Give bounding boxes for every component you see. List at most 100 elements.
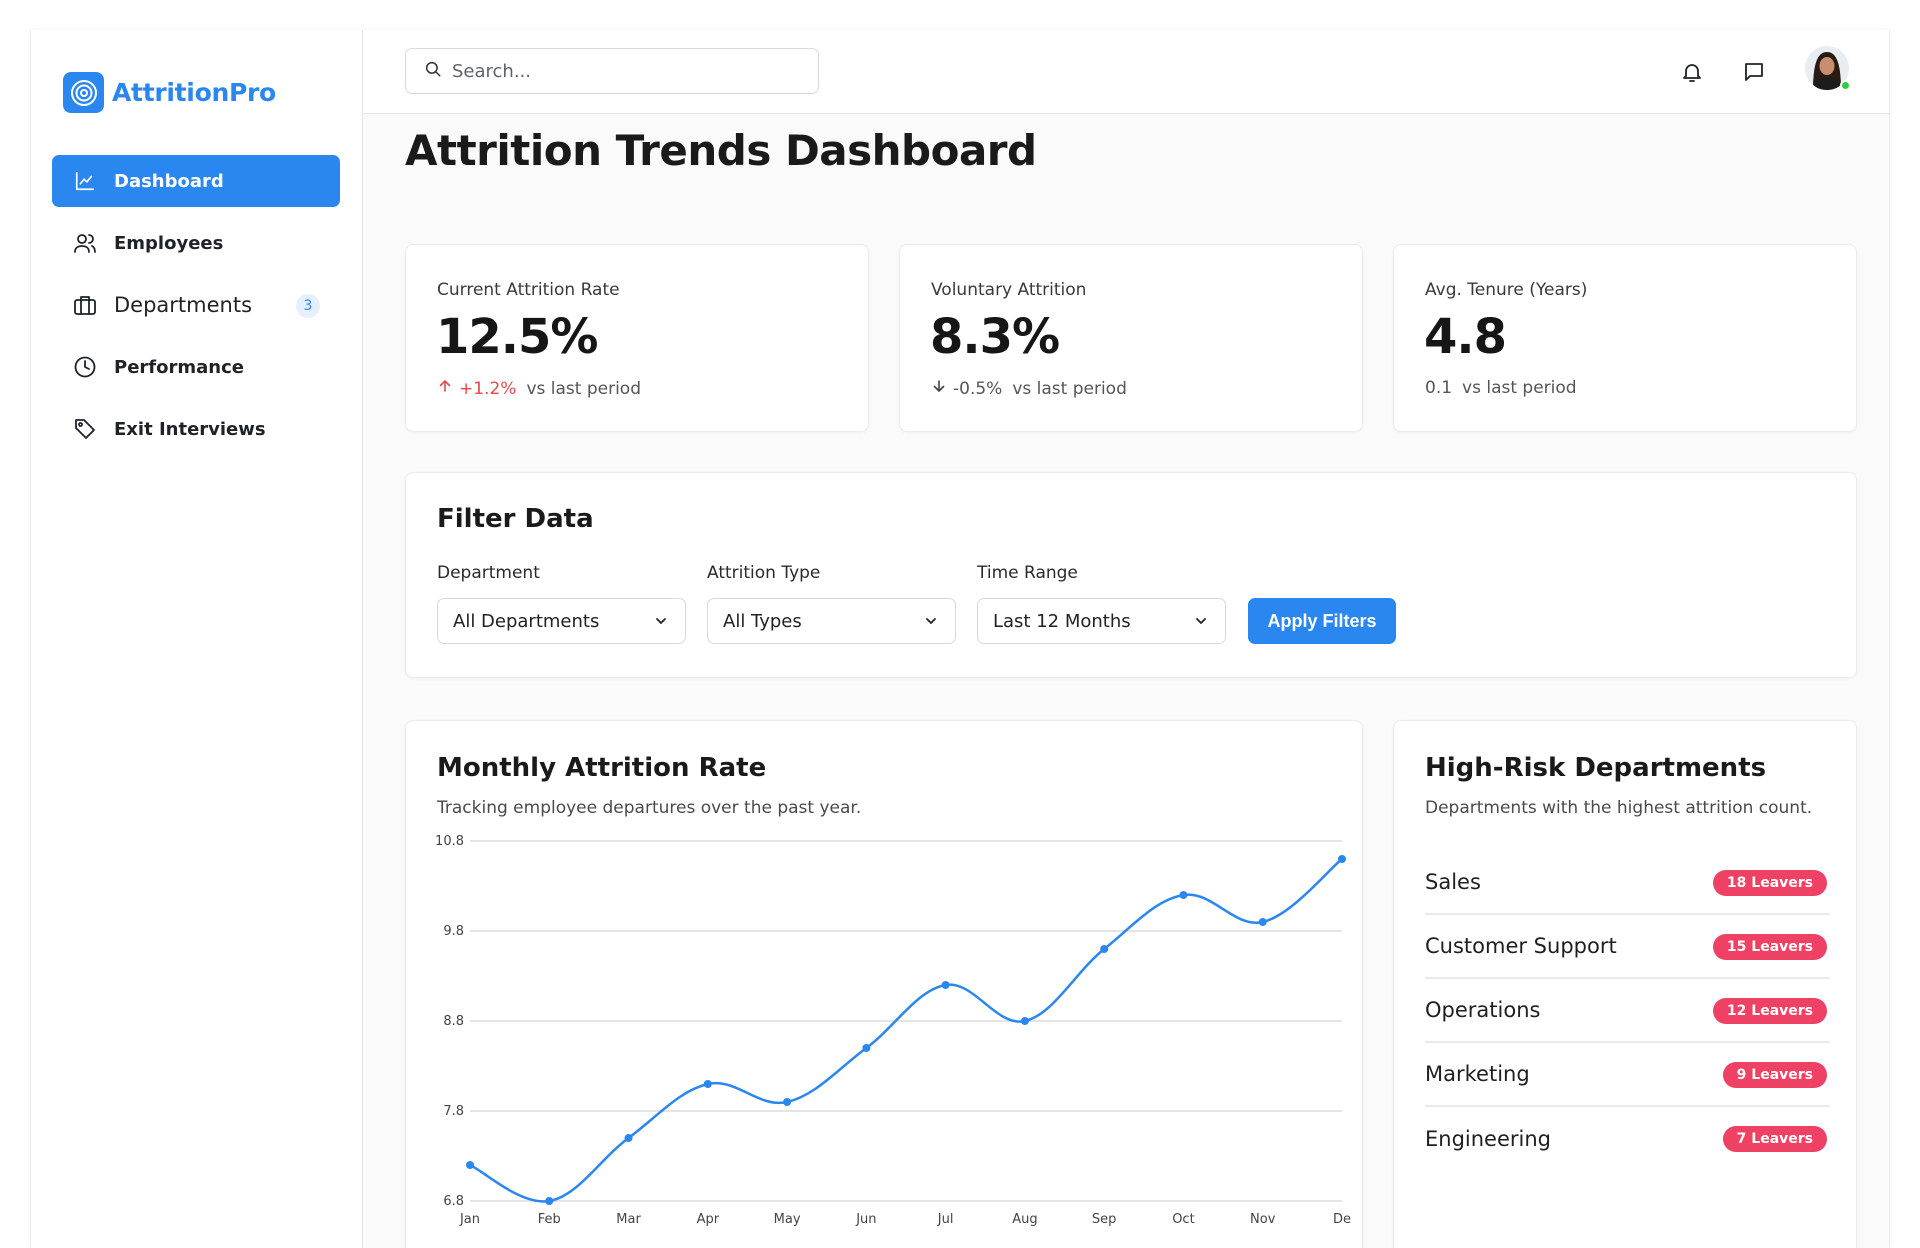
data-point-mar [624,1134,633,1142]
leavers-badge: 12 Leavers [1712,998,1827,1024]
y-tick-label: 6.8 [443,1194,464,1209]
message-icon[interactable] [1739,57,1769,87]
department-select[interactable]: All Departments [437,598,686,644]
chart-subtitle: Tracking employee departures over the pa… [437,798,862,818]
high-risk-list: Sales 18 Leavers Customer Support 15 Leaver… [1425,851,1829,1171]
department-name: Sales [1425,870,1481,894]
stat-value: 8.3% [930,309,1060,365]
data-point-may [783,1098,792,1106]
attrition-type-select-value: All Types [723,610,802,632]
sidebar-item-dashboard[interactable]: Dashboard [52,155,340,207]
leavers-badge: 9 Leavers [1722,1062,1827,1088]
time-range-select-value: Last 12 Months [993,610,1131,632]
sidebar-item-performance[interactable]: Performance [52,341,340,393]
department-name: Customer Support [1425,934,1617,958]
brand-name: AttritionPro [112,78,276,107]
department-name: Marketing [1425,1062,1530,1086]
avatar[interactable] [1805,46,1851,91]
attrition-type-select[interactable]: All Types [707,598,956,644]
page-title: Attrition Trends Dashboard [405,126,1037,175]
x-tick-label: Oct [1172,1212,1194,1227]
department-label: Department [437,563,540,583]
x-tick-label: Aug [1012,1212,1037,1227]
y-tick-label: 9.8 [443,924,464,939]
count-badge: 3 [296,294,320,318]
app-window: AttritionPro Dashboard Employees [30,30,1890,1248]
stat-trend: -0.5% vs last period [931,378,1127,399]
sidebar-item-label: Employees [114,232,224,254]
x-tick-label: May [774,1212,801,1227]
chevron-down-icon [653,613,669,634]
sidebar-item-label: Performance [114,356,244,378]
search-box[interactable] [405,48,819,94]
list-item[interactable]: Customer Support 15 Leavers [1425,915,1829,979]
tag-icon [72,416,98,442]
apply-filters-button[interactable]: Apply Filters [1248,598,1396,644]
briefcase-icon [72,292,98,318]
leavers-badge: 18 Leavers [1712,870,1827,896]
data-point-feb [545,1197,554,1205]
x-tick-label: Mar [616,1212,641,1227]
monthly-attrition-chart: 6.8 7.8 8.8 9.8 10.8 Jan Feb Mar Apr May Jun Jul Aug… [435,834,1351,1227]
chevron-down-icon [1193,613,1209,634]
x-tick-label: Jan [459,1212,480,1227]
stat-change-suffix: vs last period [1012,378,1127,399]
data-point-jun [862,1044,871,1052]
stat-card-attrition-rate: Current Attrition Rate 12.5% +1.2% vs la… [405,244,869,432]
data-point-oct [1179,891,1188,899]
stat-change: -0.5% [953,378,1003,399]
online-status-dot [1840,80,1851,91]
users-icon [72,230,98,256]
sidebar-item-employees[interactable]: Employees [52,217,340,269]
x-tick-label: Apr [697,1212,720,1227]
list-item[interactable]: Engineering 7 Leavers [1425,1107,1829,1171]
monthly-attrition-card: Monthly Attrition Rate Tracking employee… [405,720,1363,1248]
stat-change: +1.2% [459,378,517,399]
attrition-type-label: Attrition Type [707,563,821,583]
stat-change: 0.1 [1425,378,1453,398]
data-point-aug [1020,1017,1029,1025]
bell-icon[interactable] [1677,57,1707,87]
data-point-jul [941,981,950,989]
y-tick-label: 10.8 [435,834,464,849]
list-item[interactable]: Sales 18 Leavers [1425,851,1829,915]
series-line [469,858,1343,1203]
high-risk-subtitle: Departments with the highest attrition c… [1425,798,1813,818]
brand[interactable]: AttritionPro [63,72,276,113]
stat-value: 12.5% [436,309,599,365]
stat-label: Avg. Tenure (Years) [1425,280,1588,300]
arrow-up-icon [437,378,453,399]
sidebar-nav: Dashboard Employees Departments 3 [52,155,340,465]
stat-change-suffix: vs last period [1462,378,1577,398]
stat-label: Voluntary Attrition [931,280,1087,300]
search-icon [424,60,442,82]
sidebar: AttritionPro Dashboard Employees [31,30,363,1248]
filter-card: Filter Data Department All Departments A… [405,472,1857,678]
stat-trend: +1.2% vs last period [437,378,641,399]
high-risk-card: High-Risk Departments Departments with t… [1393,720,1857,1248]
x-tick-label: Feb [538,1212,561,1227]
x-tick-label: Nov [1250,1212,1276,1227]
stat-card-avg-tenure: Avg. Tenure (Years) 4.8 0.1 vs last peri… [1393,244,1857,432]
list-item[interactable]: Marketing 9 Leavers [1425,1043,1829,1107]
chevron-down-icon [923,613,939,634]
high-risk-title: High-Risk Departments [1425,753,1767,783]
department-name: Operations [1425,998,1541,1022]
stat-trend: 0.1 vs last period [1425,378,1577,398]
department-select-value: All Departments [453,610,600,632]
data-point-sep [1100,945,1109,953]
y-tick-label: 8.8 [443,1014,464,1029]
time-range-select[interactable]: Last 12 Months [977,598,1226,644]
arrow-down-icon [931,378,947,399]
leavers-badge: 15 Leavers [1712,934,1827,960]
stat-change-suffix: vs last period [526,378,641,399]
x-tick-label: Jun [855,1212,876,1227]
chart-title: Monthly Attrition Rate [437,753,767,783]
department-name: Engineering [1425,1127,1551,1151]
filter-title: Filter Data [437,504,594,534]
stat-value: 4.8 [1424,309,1507,365]
sidebar-item-departments[interactable]: Departments 3 [52,279,340,331]
list-item[interactable]: Operations 12 Leavers [1425,979,1829,1043]
search-input[interactable] [452,60,792,82]
sidebar-item-exit-interviews[interactable]: Exit Interviews [52,403,340,455]
